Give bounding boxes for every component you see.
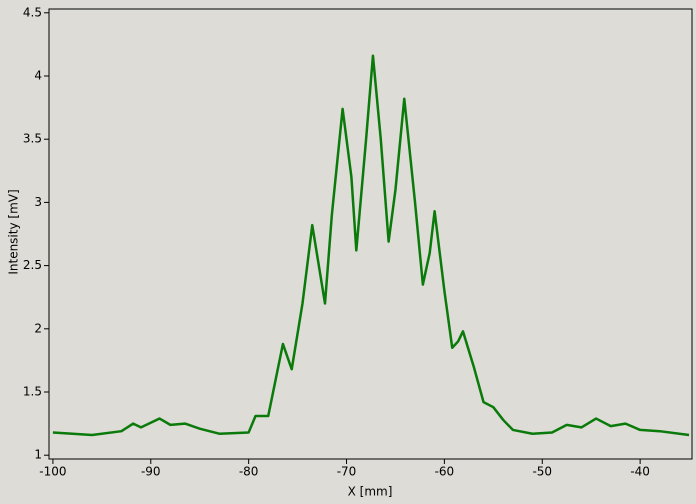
- y-tick-label: 2.5: [23, 258, 42, 272]
- y-tick-label: 3: [34, 195, 42, 209]
- x-tick-label: -50: [532, 465, 552, 479]
- y-tick-label: 1: [34, 448, 42, 462]
- x-tick-label: -80: [239, 465, 259, 479]
- x-axis-label: X [mm]: [348, 485, 393, 499]
- x-tick-label: -60: [435, 465, 455, 479]
- x-tick-label: -100: [39, 465, 66, 479]
- y-axis-label: Intensity [mV]: [7, 189, 21, 274]
- x-tick-label: -70: [337, 465, 357, 479]
- plot-frame: [48, 8, 693, 460]
- y-tick-label: 4: [34, 68, 42, 82]
- x-tick-label: -40: [630, 465, 650, 479]
- y-tick-label: 1.5: [23, 385, 42, 399]
- y-tick-label: 4.5: [23, 5, 42, 19]
- x-tick-label: -90: [141, 465, 161, 479]
- y-tick-label: 3.5: [23, 132, 42, 146]
- data-line: [52, 54, 690, 437]
- y-tick-label: 2: [34, 321, 42, 335]
